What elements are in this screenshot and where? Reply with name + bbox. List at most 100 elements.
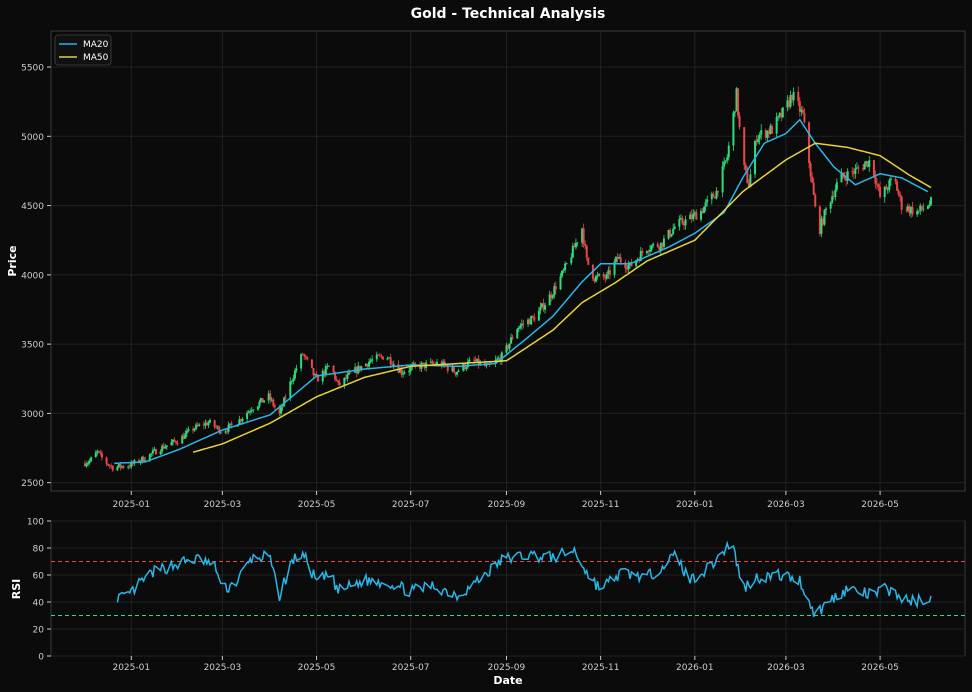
candle-down [317, 376, 320, 382]
candle-down [787, 100, 790, 107]
chart-title: Gold - Technical Analysis [411, 6, 606, 22]
candle-up [505, 345, 508, 353]
candle-up [219, 432, 222, 434]
rsi-grid [51, 520, 965, 657]
candle-down [713, 197, 716, 199]
candle-down [542, 303, 545, 310]
candle-up [252, 409, 255, 411]
candle-down [312, 367, 315, 376]
candle-down [821, 218, 824, 225]
candle-up [559, 276, 562, 290]
candle-up [364, 363, 367, 367]
candle-down [897, 190, 900, 195]
candle-up [721, 166, 724, 193]
candle-down [908, 206, 911, 214]
candle-up [195, 424, 198, 429]
candle-up [141, 456, 144, 462]
candle-up [479, 362, 482, 366]
candle-up [185, 430, 188, 434]
candle-down [647, 250, 650, 252]
candle-up [216, 426, 219, 428]
candle-up [280, 407, 283, 414]
candle-up [825, 208, 828, 210]
candle-up [485, 364, 488, 367]
candle-down [625, 268, 628, 270]
candle-up [703, 206, 706, 214]
candle-down [528, 319, 531, 325]
candle-down [304, 355, 307, 357]
candle-up [388, 357, 391, 359]
candle-up [375, 354, 378, 360]
candle-up [360, 366, 363, 371]
candle-up [224, 431, 227, 433]
candle-down [683, 223, 686, 226]
candle-down [306, 356, 309, 360]
candle-down [737, 88, 740, 116]
candle-up [775, 117, 778, 134]
candle-down [658, 247, 661, 250]
candle-up [699, 210, 702, 220]
candle-down [780, 113, 783, 118]
candle-up [207, 422, 210, 426]
candle-up [246, 413, 249, 419]
candle-up [259, 398, 262, 402]
candle-up [854, 168, 857, 174]
candle-up [684, 219, 687, 226]
candle-up [757, 138, 760, 143]
candle-up [539, 306, 542, 311]
candle-down [215, 426, 218, 428]
candle-up [800, 109, 803, 112]
candle-up [121, 466, 124, 468]
candle-up [565, 263, 568, 265]
candle-up [386, 358, 389, 360]
candle-up [855, 167, 858, 169]
candle-down [587, 257, 590, 265]
candle-up [204, 422, 207, 426]
candle-up [321, 370, 324, 382]
candle-up [429, 361, 432, 363]
candle-down [400, 369, 403, 375]
candle-up [561, 270, 564, 277]
candle-up [184, 433, 187, 439]
candle-down [877, 184, 880, 187]
candle-down [712, 193, 715, 198]
candle-up [735, 88, 738, 112]
rsi-y-ticks: 0 20 40 60 80 100 [27, 518, 51, 663]
candle-down [764, 130, 767, 138]
candle-up [127, 466, 130, 468]
legend-label-ma20: MA20 [83, 40, 109, 50]
price-x-tick-label: 2025-09 [488, 500, 526, 510]
price-x-ticks: 2025-01 2025-03 2025-05 2025-07 2025-09 2025-… [112, 491, 899, 510]
candle-down [218, 426, 221, 433]
candle-down [230, 423, 233, 426]
candle-down [851, 171, 854, 172]
rsi-plot-area [50, 520, 966, 657]
candle-up [922, 208, 925, 210]
candle-down [381, 356, 384, 360]
price-y-tick-label: 3000 [21, 410, 44, 420]
candle-up [171, 439, 174, 443]
candle-down [213, 420, 216, 427]
price-y-tick-label: 5500 [21, 64, 44, 74]
candle-down [97, 450, 100, 453]
candle-down [716, 190, 719, 193]
candle-up [570, 257, 573, 264]
candle-up [96, 450, 99, 453]
candle-down [128, 466, 131, 468]
candle-down [744, 165, 747, 171]
candle-down [349, 372, 352, 374]
candle-down [454, 372, 457, 375]
candle-down [522, 323, 525, 325]
candle-up [368, 362, 371, 367]
candle-down [474, 360, 477, 362]
rsi-line [116, 540, 932, 618]
candle-down [866, 161, 869, 167]
candle-down [885, 186, 888, 190]
candle-up [241, 418, 244, 422]
rsi-x-tick-label: 2026-05 [861, 663, 899, 673]
candle-down [310, 359, 313, 368]
candle-up [672, 228, 675, 235]
candle-down [896, 181, 899, 191]
candle-down [332, 365, 335, 373]
